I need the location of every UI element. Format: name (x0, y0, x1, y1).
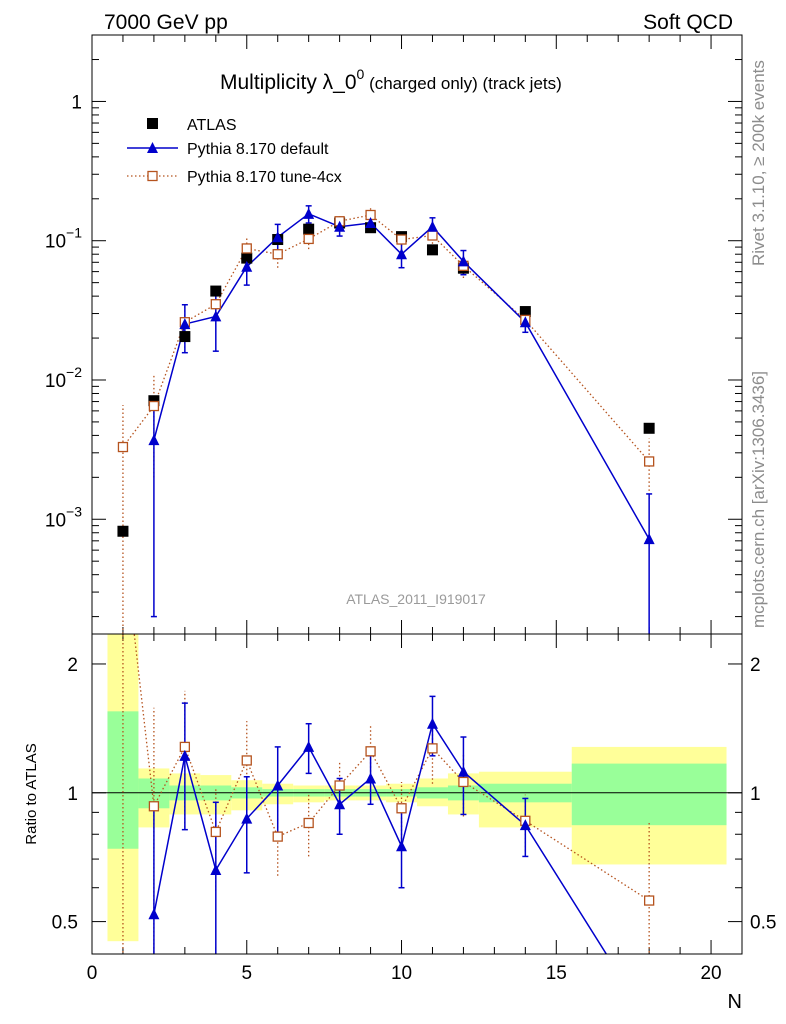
ratio-panel-marks (91, 634, 743, 954)
tune-ratio-point (427, 743, 438, 754)
default-ratio-point (148, 908, 160, 920)
uncertainty-band-inner (571, 763, 727, 826)
default-ratio-point (457, 765, 469, 777)
tune-ratio-point (303, 817, 314, 829)
tune-line (122, 214, 650, 462)
header-left: 7000 GeV pp (104, 11, 228, 34)
side-label-mcplots: mcplots.cern.ch [arXiv:1306.3436] (749, 371, 768, 628)
tune-point (148, 400, 160, 412)
x-axis-label: N (728, 991, 742, 1013)
tune-point (241, 243, 252, 254)
tune-ratio-point (241, 755, 252, 766)
default-ratio-point (272, 779, 284, 791)
default-point (457, 255, 469, 267)
ratio-y-tick-label-right: 2 (750, 655, 761, 676)
tune-ratio-point (210, 826, 221, 838)
side-label-rivet: Rivet 3.1.10, ≥ 200k events (749, 60, 768, 266)
default-ratio-point (179, 749, 191, 761)
tune-point (396, 234, 407, 245)
default-point (519, 316, 531, 328)
default-ratio-point (241, 812, 253, 824)
default-point (426, 220, 438, 232)
default-point (303, 207, 315, 219)
default-point (643, 533, 655, 545)
legend-label-default: Pythia 8.170 default (187, 141, 329, 158)
default-point (272, 231, 284, 243)
ratio-axis-label: Ratio to ATLAS (23, 743, 40, 844)
default-ratio-point (334, 798, 346, 810)
ratio-series (122, 634, 655, 954)
tune-point (117, 441, 129, 453)
tune-ratio-point (643, 895, 655, 906)
default-point (148, 434, 160, 446)
plot-title-tail: (charged only) (track jets) (364, 74, 561, 93)
x-tick-label: 5 (241, 963, 252, 984)
default-ratio-point (426, 717, 438, 729)
atlas-point (210, 285, 222, 297)
plot-title-sup: 0 (357, 66, 365, 82)
ratio-panel-frame (91, 633, 743, 955)
y-tick-label: 1 (71, 92, 82, 113)
default-ratio-point (210, 864, 222, 876)
atlas-point (303, 223, 315, 235)
default-point (365, 217, 377, 229)
plot-title-main: Multiplicity λ_0 (220, 71, 357, 94)
default-ratio-point (365, 772, 377, 784)
default-point (334, 220, 346, 232)
default-ratio-point (396, 840, 408, 852)
tune-point (210, 299, 221, 310)
x-tick-label: 0 (87, 963, 98, 984)
tune-ratio-point (272, 831, 283, 842)
ratio-y-tick-label-left: 1 (67, 784, 78, 805)
tune-point (643, 456, 655, 467)
tune-ratio-point (396, 803, 407, 814)
x-tick-label: 20 (700, 963, 721, 984)
main-panel-marks (91, 34, 743, 634)
y-tick-label: 10−3 (45, 503, 82, 531)
tune-ratio-point (458, 776, 469, 788)
tune-point (427, 230, 438, 241)
legend-marker-atlas (147, 118, 158, 129)
legend-label-tune: Pythia 8.170 tune-4cx (187, 169, 342, 186)
tune-ratio-line (133, 634, 650, 902)
x-tick-label: 10 (391, 963, 412, 984)
atlas-point (117, 525, 129, 537)
legend-marker-tune (147, 170, 158, 182)
x-tick-label: 15 (546, 963, 567, 984)
default-point (241, 260, 253, 272)
atlas-point (519, 306, 531, 318)
legend-marker-default (147, 142, 158, 153)
tune-point (303, 233, 314, 245)
default-point (396, 248, 408, 260)
y-tick-label: 10−2 (45, 364, 82, 392)
tune-point (272, 249, 283, 260)
y-tick-label: 10−1 (45, 225, 82, 253)
tune-ratio-point (148, 801, 160, 812)
default-ratio-line (153, 721, 608, 954)
ratio-y-tick-label-left: 2 (67, 655, 78, 676)
analysis-watermark: ATLAS_2011_I919017 (346, 591, 486, 607)
header-right: Soft QCD (643, 11, 733, 34)
default-point (179, 318, 191, 330)
atlas-point (426, 244, 438, 256)
atlas-point (148, 395, 160, 407)
default-point (210, 310, 222, 322)
atlas-point (179, 331, 191, 343)
atlas-point (241, 252, 253, 264)
plot-title: Multiplicity λ_00 (charged only) (track … (220, 66, 562, 94)
atlas-point (643, 422, 655, 434)
ratio-y-tick-label-right: 0.5 (750, 913, 776, 934)
legend-label-atlas: ATLAS (187, 117, 237, 134)
tune-ratio-point (334, 780, 345, 791)
legend: ATLAS Pythia 8.170 default Pythia 8.170 … (127, 117, 342, 186)
default-ratio-point (303, 740, 315, 752)
ratio-y-tick-label-right: 1 (750, 784, 761, 805)
ratio-y-tick-label-left: 0.5 (52, 913, 78, 934)
default-ratio-point (519, 819, 531, 831)
tune-ratio-point (365, 746, 376, 757)
